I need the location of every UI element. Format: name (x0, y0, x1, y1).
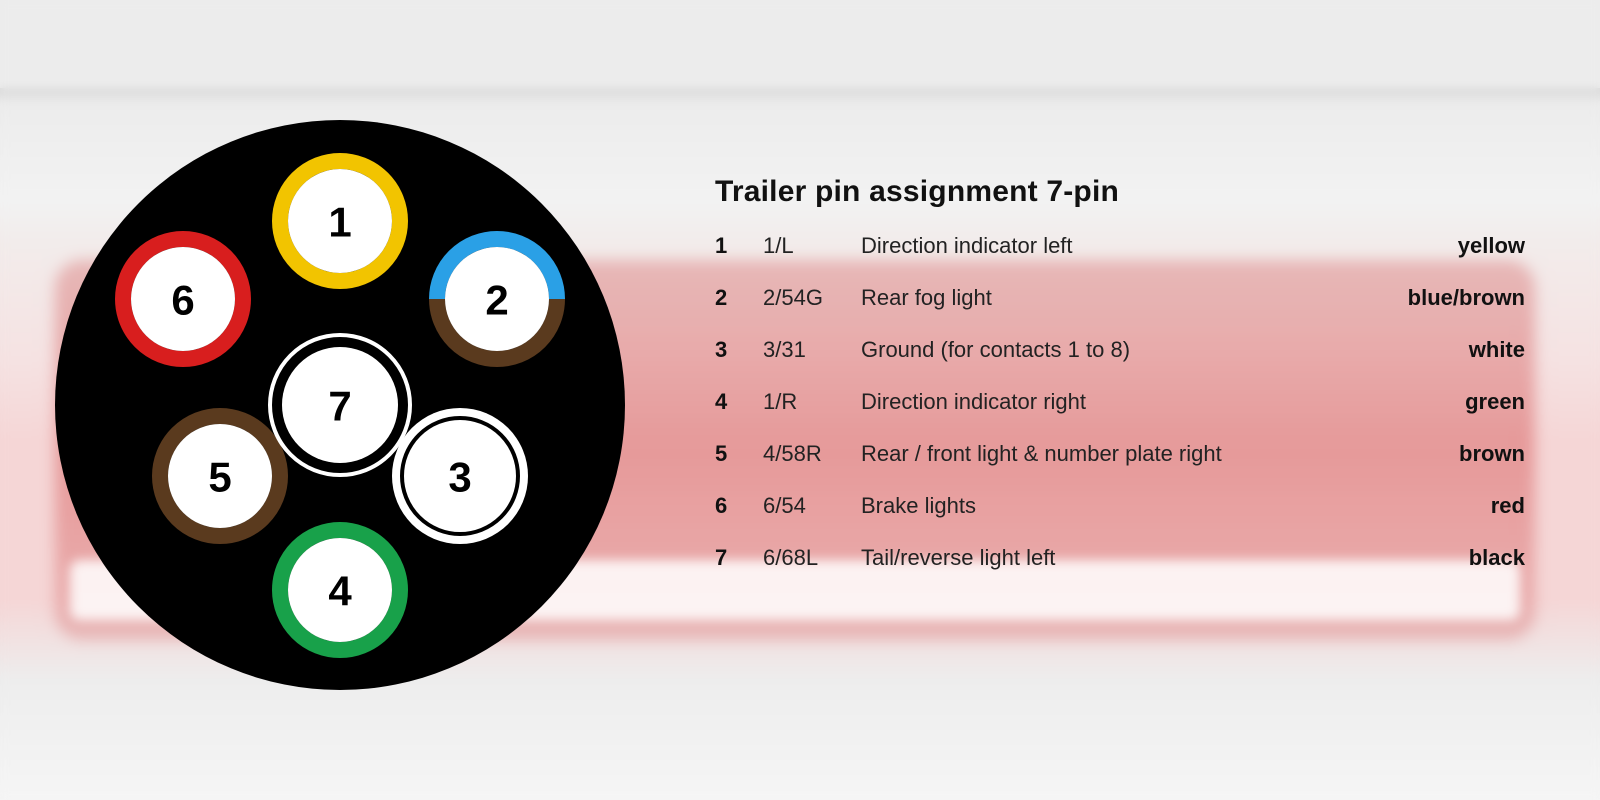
pin-number-2: 2 (485, 277, 508, 324)
legend-row-1: 11/LDirection indicator leftyellow (715, 235, 1525, 257)
legend-num: 6 (715, 495, 763, 517)
legend-title: Trailer pin assignment 7-pin (715, 175, 1525, 209)
legend-num: 3 (715, 339, 763, 361)
pin-1: 1 (280, 161, 400, 281)
pin-2: 2 (437, 239, 557, 359)
legend-color: yellow (1361, 235, 1525, 257)
legend-desc: Brake lights (861, 495, 1361, 517)
legend-row-4: 41/RDirection indicator rightgreen (715, 391, 1525, 413)
legend-desc: Direction indicator left (861, 235, 1361, 257)
pin-3: 3 (392, 408, 528, 544)
legend-color: black (1361, 547, 1525, 569)
legend-color: green (1361, 391, 1525, 413)
pin-7: 7 (270, 335, 410, 475)
legend-num: 5 (715, 443, 763, 465)
connector-diagram: 1 2 3 4 5 6 7 (0, 0, 700, 800)
pin-number-3: 3 (448, 454, 471, 501)
pin-number-6: 6 (171, 277, 194, 324)
legend-code: 6/54 (763, 495, 861, 517)
legend-code: 3/31 (763, 339, 861, 361)
legend-row-2: 22/54GRear fog lightblue/brown (715, 287, 1525, 309)
legend-panel: Trailer pin assignment 7-pin 11/LDirecti… (715, 175, 1525, 599)
pin-number-7: 7 (328, 383, 351, 430)
legend-code: 4/58R (763, 443, 861, 465)
legend-num: 7 (715, 547, 763, 569)
legend-row-5: 54/58RRear / front light & number plate … (715, 443, 1525, 465)
legend-num: 2 (715, 287, 763, 309)
legend-code: 2/54G (763, 287, 861, 309)
legend-desc: Direction indicator right (861, 391, 1361, 413)
pin-number-4: 4 (328, 568, 352, 615)
legend-num: 4 (715, 391, 763, 413)
legend-code: 1/R (763, 391, 861, 413)
pin-5: 5 (160, 416, 280, 536)
pin-6: 6 (123, 239, 243, 359)
pin-number-1: 1 (328, 199, 351, 246)
legend-desc: Tail/reverse light left (861, 547, 1361, 569)
legend-rows: 11/LDirection indicator leftyellow 22/54G… (715, 235, 1525, 569)
pin-4: 4 (280, 530, 400, 650)
legend-color: white (1361, 339, 1525, 361)
legend-desc: Rear fog light (861, 287, 1361, 309)
legend-desc: Ground (for contacts 1 to 8) (861, 339, 1361, 361)
legend-color: blue/brown (1361, 287, 1525, 309)
legend-color: red (1361, 495, 1525, 517)
legend-row-6: 66/54Brake lightsred (715, 495, 1525, 517)
infographic-stage: 1234567 Trailer pin assignment 7-pin 11/… (0, 0, 1600, 800)
legend-code: 6/68L (763, 547, 861, 569)
legend-row-7: 76/68LTail/reverse light leftblack (715, 547, 1525, 569)
legend-row-3: 33/31Ground (for contacts 1 to 8)white (715, 339, 1525, 361)
legend-desc: Rear / front light & number plate right (861, 443, 1361, 465)
legend-color: brown (1361, 443, 1525, 465)
legend-code: 1/L (763, 235, 861, 257)
legend-num: 1 (715, 235, 763, 257)
pin-number-5: 5 (208, 454, 231, 501)
